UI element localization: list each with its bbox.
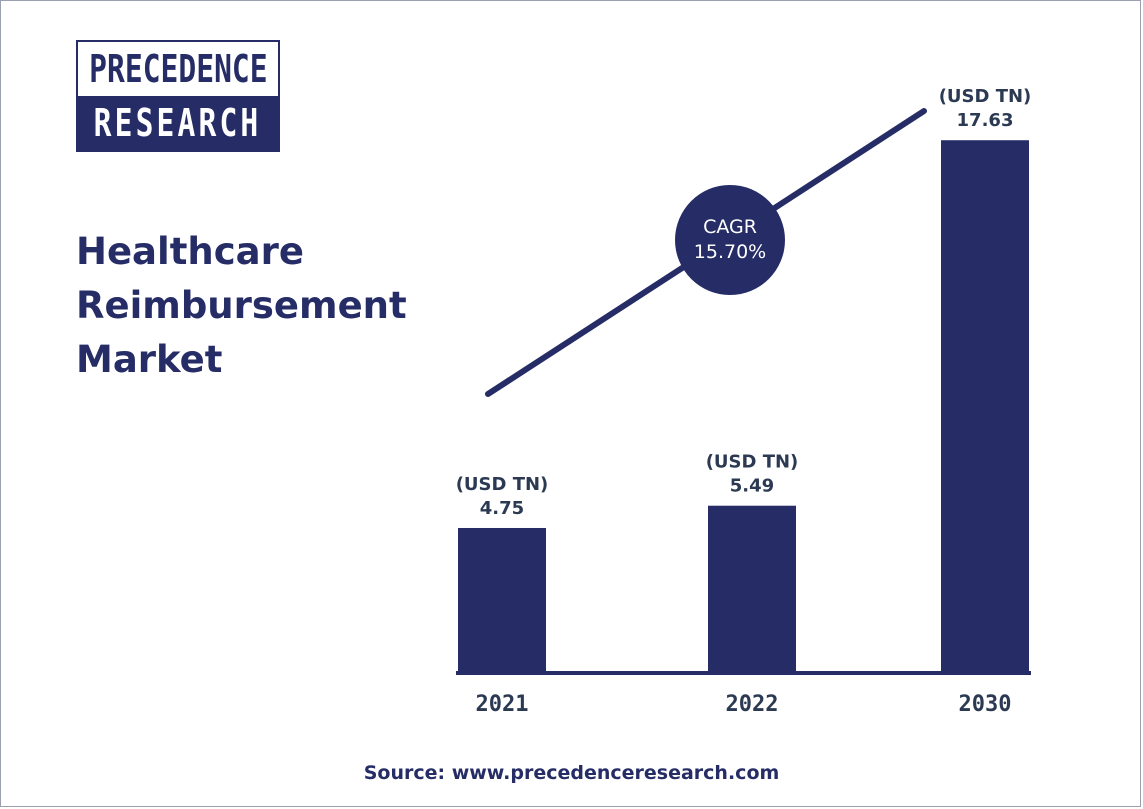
cagr-value: 15.70% bbox=[694, 241, 766, 263]
bar-2022 bbox=[708, 505, 796, 671]
cagr-badge: CAGR 15.70% bbox=[675, 185, 785, 295]
title-line-2: Reimbursement bbox=[76, 284, 407, 327]
labels-group: (USD TN) 4.75 2021 (USD TN) 5.49 2022 (USD TN)… bbox=[456, 86, 1032, 717]
bar-2021 bbox=[458, 527, 546, 671]
bar-unit-label-2021: (USD TN) bbox=[456, 474, 549, 495]
source-note: Source: www.precedenceresearch.com bbox=[363, 762, 780, 784]
bar-unit-label-2022: (USD TN) bbox=[706, 452, 799, 473]
brand-logo: PRECEDENCE RESEARCH bbox=[76, 40, 280, 152]
bars-group bbox=[458, 140, 1029, 672]
brand-line-2: RESEARCH bbox=[94, 101, 262, 145]
brand-line-1: PRECEDENCE bbox=[88, 47, 268, 91]
cagr-label: CAGR bbox=[703, 216, 757, 238]
chart-title: Healthcare Reimbursement Market bbox=[76, 225, 456, 387]
x-tick-label-2030: 2030 bbox=[959, 692, 1012, 717]
x-tick-label-2022: 2022 bbox=[726, 692, 779, 717]
bar-value-label-2022: 5.49 bbox=[730, 476, 774, 497]
bar-value-label-2021: 4.75 bbox=[480, 498, 524, 519]
bar-value-label-2030: 17.63 bbox=[957, 110, 1014, 131]
title-line-3: Market bbox=[76, 338, 223, 381]
brand-logo-top: PRECEDENCE bbox=[78, 42, 278, 96]
bar-2030 bbox=[941, 140, 1029, 672]
x-tick-label-2021: 2021 bbox=[476, 692, 529, 717]
bar-unit-label-2030: (USD TN) bbox=[939, 86, 1032, 107]
brand-logo-bottom: RESEARCH bbox=[78, 96, 278, 150]
cagr-circle bbox=[675, 185, 785, 295]
title-line-1: Healthcare bbox=[76, 230, 304, 273]
